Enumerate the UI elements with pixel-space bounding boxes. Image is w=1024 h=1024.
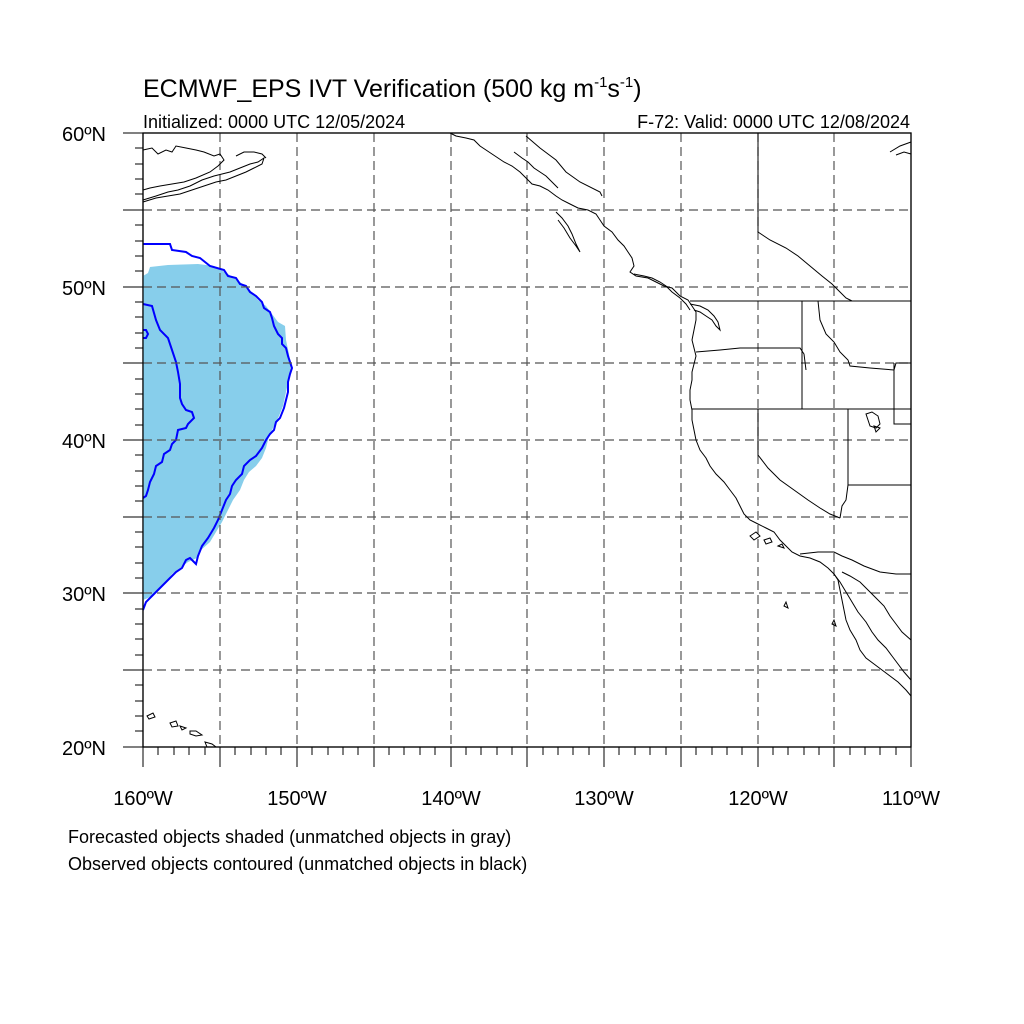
lat-label-40n: 40ºN bbox=[62, 431, 106, 453]
lat-label-30n: 30ºN bbox=[62, 584, 106, 606]
lon-label-130w: 130ºW bbox=[574, 788, 634, 810]
observed-ivt-contour-inner bbox=[142, 303, 196, 499]
valid-time-label: F-72: Valid: 0000 UTC 12/08/2024 bbox=[637, 112, 910, 132]
forecast-ivt-object bbox=[143, 264, 291, 600]
observed-ivt-contour-outer bbox=[142, 243, 294, 611]
political-borders bbox=[525, 133, 911, 575]
latitude-labels: 60ºN 50ºN 40ºN 30ºN 20ºN bbox=[62, 124, 106, 760]
lon-label-160w: 160ºW bbox=[113, 788, 173, 810]
observed-ivt-contour-hook bbox=[143, 329, 150, 339]
lon-label-150w: 150ºW bbox=[267, 788, 327, 810]
figure-title: ECMWF_EPS IVT Verification (500 kg m-1s-… bbox=[143, 74, 642, 103]
lon-label-110w: 110ºW bbox=[882, 788, 940, 810]
axis-ticks bbox=[123, 132, 912, 767]
initialized-label: Initialized: 0000 UTC 12/05/2024 bbox=[143, 112, 405, 132]
title-prefix: ECMWF_EPS IVT Verification (500 kg m bbox=[143, 75, 594, 103]
title-suffix: ) bbox=[633, 75, 641, 103]
map-panel bbox=[123, 132, 912, 767]
alaska-coastline bbox=[142, 141, 912, 203]
legend-forecast-note: Forecasted objects shaded (unmatched obj… bbox=[68, 827, 511, 847]
lon-label-140w: 140ºW bbox=[421, 788, 481, 810]
lat-label-50n: 50ºN bbox=[62, 278, 106, 300]
title-sup2: -1 bbox=[620, 74, 633, 91]
graticule bbox=[143, 133, 911, 747]
legend-observed-note: Observed objects contoured (unmatched ob… bbox=[68, 854, 527, 874]
longitude-labels: 160ºW 150ºW 140ºW 130ºW 120ºW 110ºW bbox=[113, 788, 940, 810]
title-sup1: -1 bbox=[594, 74, 607, 91]
lat-label-20n: 20ºN bbox=[62, 738, 106, 760]
lon-label-120w: 120ºW bbox=[728, 788, 788, 810]
north-america-coastline bbox=[449, 132, 912, 697]
lat-label-60n: 60ºN bbox=[62, 124, 106, 146]
title-mid: s bbox=[607, 75, 620, 103]
map-border bbox=[142, 132, 912, 748]
